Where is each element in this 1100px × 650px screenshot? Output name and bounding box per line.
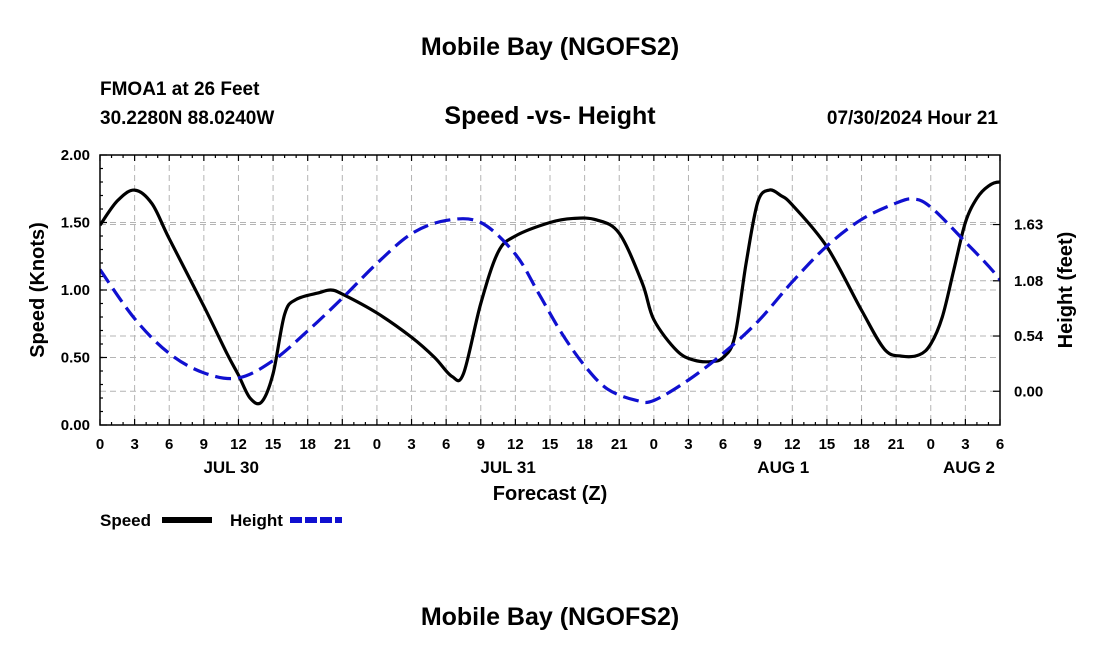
y2-tick-label: 1.63 bbox=[1014, 217, 1043, 234]
tick-labels: 0 3 6 9 12 15 18 21 0 3 6 9 12 15 18 21 0 3 6 9 12 15 18 21 0 3 6 0… bbox=[61, 147, 1044, 477]
x-tick-label: 9 bbox=[477, 436, 485, 453]
series-line-height bbox=[100, 197, 1000, 405]
x-tick-label: 0 bbox=[373, 436, 381, 453]
y2-tick-label: 0.00 bbox=[1014, 383, 1043, 400]
y-tick-label: 1.50 bbox=[61, 215, 90, 232]
legend-label-speed: Speed bbox=[100, 511, 151, 530]
date-label: JUL 31 bbox=[480, 458, 535, 477]
timestamp-label: 07/30/2024 Hour 21 bbox=[827, 108, 999, 129]
x-tick-label: 21 bbox=[611, 436, 628, 453]
x-tick-label: 0 bbox=[650, 436, 658, 453]
y-axis-title: Speed (Knots) bbox=[27, 222, 49, 358]
x-tick-label: 9 bbox=[754, 436, 762, 453]
x-tick-label: 3 bbox=[407, 436, 415, 453]
y2-axis-title: Height (feet) bbox=[1055, 232, 1077, 349]
series-line-speed bbox=[100, 180, 1000, 406]
x-tick-label: 12 bbox=[784, 436, 801, 453]
y-tick-label: 0.00 bbox=[61, 417, 90, 434]
x-tick-label: 21 bbox=[888, 436, 905, 453]
date-label: AUG 2 bbox=[943, 458, 995, 477]
x-tick-label: 6 bbox=[165, 436, 173, 453]
y-tick-label: 2.00 bbox=[61, 147, 90, 164]
y2-tick-label: 0.54 bbox=[1014, 328, 1044, 345]
plot-frame bbox=[99, 154, 1001, 426]
chart-title: Speed -vs- Height bbox=[444, 102, 656, 130]
x-tick-label: 18 bbox=[853, 436, 870, 453]
x-tick-label: 15 bbox=[265, 436, 282, 453]
x-tick-label: 0 bbox=[927, 436, 935, 453]
x-tick-label: 3 bbox=[684, 436, 692, 453]
x-tick-label: 3 bbox=[961, 436, 969, 453]
x-tick-label: 18 bbox=[576, 436, 593, 453]
x-tick-label: 12 bbox=[507, 436, 524, 453]
legend-label-height: Height bbox=[230, 511, 283, 530]
footer-title: Mobile Bay (NGOFS2) bbox=[421, 603, 679, 631]
x-tick-label: 6 bbox=[996, 436, 1004, 453]
grid bbox=[100, 155, 1000, 425]
x-tick-label: 15 bbox=[542, 436, 559, 453]
y-tick-label: 1.00 bbox=[61, 282, 90, 299]
x-tick-label: 3 bbox=[130, 436, 138, 453]
legend: Speed Height bbox=[100, 511, 342, 530]
y-tick-label: 0.50 bbox=[61, 350, 90, 367]
y2-tick-label: 1.08 bbox=[1014, 273, 1043, 290]
station-label: FMOA1 at 26 Feet bbox=[100, 79, 260, 100]
coordinates-label: 30.2280N 88.0240W bbox=[100, 108, 274, 129]
x-tick-label: 0 bbox=[96, 436, 104, 453]
x-tick-label: 18 bbox=[299, 436, 316, 453]
x-tick-label: 9 bbox=[200, 436, 208, 453]
page-title: Mobile Bay (NGOFS2) bbox=[421, 33, 679, 61]
x-tick-label: 6 bbox=[442, 436, 450, 453]
date-label: AUG 1 bbox=[757, 458, 809, 477]
x-tick-label: 12 bbox=[230, 436, 247, 453]
x-axis-title: Forecast (Z) bbox=[493, 483, 607, 505]
series bbox=[100, 180, 1000, 406]
x-tick-label: 15 bbox=[819, 436, 836, 453]
x-tick-label: 21 bbox=[334, 436, 351, 453]
date-label: JUL 30 bbox=[203, 458, 258, 477]
x-tick-label: 6 bbox=[719, 436, 727, 453]
